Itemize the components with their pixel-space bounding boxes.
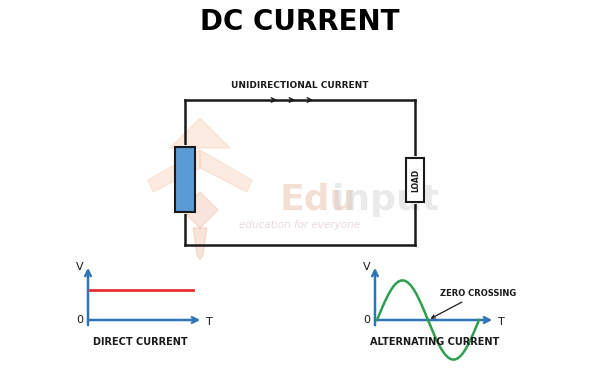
Polygon shape xyxy=(200,150,252,192)
Text: Edu: Edu xyxy=(280,183,356,217)
Text: V: V xyxy=(363,262,371,272)
Text: input: input xyxy=(332,183,439,217)
Text: UNIDIRECTIONAL CURRENT: UNIDIRECTIONAL CURRENT xyxy=(231,81,369,90)
Text: DC CURRENT: DC CURRENT xyxy=(200,8,400,36)
Polygon shape xyxy=(182,192,218,228)
Polygon shape xyxy=(193,228,207,260)
Text: ZERO CROSSING: ZERO CROSSING xyxy=(431,289,516,318)
Text: DIRECT CURRENT: DIRECT CURRENT xyxy=(93,337,188,347)
Text: V: V xyxy=(76,262,84,272)
Text: education for everyone: education for everyone xyxy=(239,220,361,230)
Bar xyxy=(175,147,195,212)
Text: T: T xyxy=(206,317,212,327)
Text: 0: 0 xyxy=(364,315,371,325)
Text: T: T xyxy=(497,317,505,327)
Text: ALTERNATING CURRENT: ALTERNATING CURRENT xyxy=(370,337,500,347)
Polygon shape xyxy=(170,118,230,148)
Text: 0: 0 xyxy=(77,315,83,325)
Bar xyxy=(406,158,424,202)
Text: LOAD: LOAD xyxy=(412,168,421,192)
Polygon shape xyxy=(148,150,200,192)
